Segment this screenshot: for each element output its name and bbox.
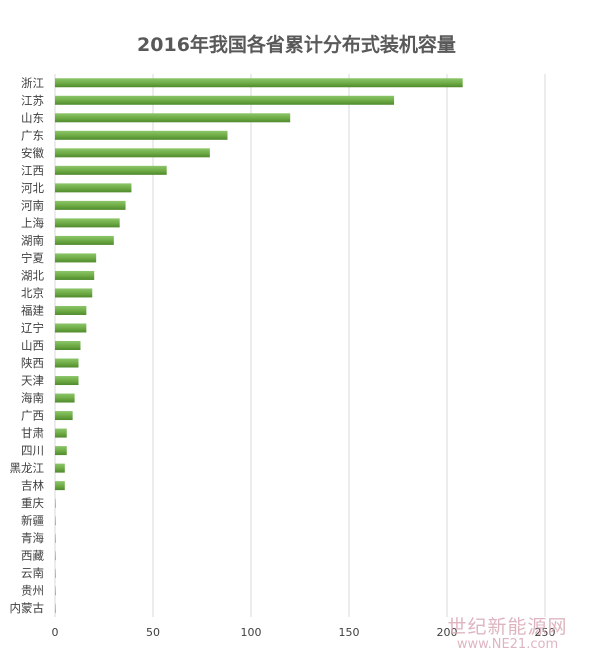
category-label-17: 天津 [21,374,44,388]
bar-9 [55,235,114,245]
bar-10 [55,253,97,263]
x-axis-tick-labels: 0 50 100 150 200 250 [52,626,556,639]
category-label-26: 青海 [21,531,44,545]
category-label-29: 贵州 [21,584,44,598]
category-label-20: 甘肃 [21,426,44,440]
category-label-14: 辽宁 [21,321,44,335]
category-label-9: 湖南 [21,233,44,247]
x-tick-label-200: 200 [437,626,458,639]
bar-22 [55,463,65,473]
bar-28 [55,568,56,578]
category-label-10: 宁夏 [21,251,44,265]
watermark-url: www.NE21.com [456,637,559,652]
category-label-18: 海南 [21,391,44,405]
category-labels: 浙江江苏山东广东安徽江西河北河南上海湖南宁夏湖北北京福建辽宁山西陕西天津海南广西… [10,76,45,615]
bar-23 [55,481,65,491]
category-label-11: 湖北 [21,268,44,282]
chart-title: 2016年我国各省累计分布式装机容量 [137,34,456,56]
bar-3 [55,130,228,140]
category-label-0: 浙江 [21,76,44,90]
category-label-8: 上海 [21,216,44,230]
category-label-12: 北京 [21,286,44,300]
bar-24 [55,498,56,508]
x-tick-label-0: 0 [52,626,59,639]
category-label-5: 江西 [21,163,44,177]
bar-17 [55,376,79,386]
category-label-21: 四川 [21,444,44,458]
x-tick-label-50: 50 [146,626,160,639]
category-label-25: 新疆 [21,514,44,528]
watermark-text: 世纪新能源网 [447,616,568,638]
bar-25 [55,516,56,526]
bar-29 [55,586,56,596]
bar-6 [55,183,132,193]
x-tick-label-150: 150 [339,626,360,639]
category-label-19: 广西 [21,409,44,423]
bar-27 [55,551,56,561]
category-label-15: 山西 [21,339,44,353]
bar-4 [55,148,210,158]
category-label-4: 安徽 [21,146,44,160]
category-label-2: 山东 [21,111,44,125]
category-label-28: 云南 [21,566,44,580]
category-label-30: 内蒙古 [10,601,45,615]
category-label-24: 重庆 [21,496,44,510]
category-label-22: 黑龙江 [10,461,45,475]
bar-11 [55,270,95,280]
watermark-logo: 世纪新能源网 www.NE21.com [425,612,590,652]
x-tick-label-100: 100 [241,626,262,639]
bar-21 [55,446,67,456]
bar-18 [55,393,75,403]
category-label-7: 河南 [21,198,44,212]
bar-15 [55,341,81,350]
bar-12 [55,288,93,298]
category-label-3: 广东 [21,128,44,142]
category-label-16: 陕西 [21,356,44,370]
bar-30 [55,603,56,613]
x-tick-label-250: 250 [535,626,556,639]
bar-26 [55,533,56,543]
bar-20 [55,428,67,438]
category-label-1: 江苏 [21,93,44,107]
category-label-6: 河北 [21,181,44,195]
bar-2 [55,113,291,123]
bar-16 [55,358,79,368]
bar-13 [55,305,87,315]
bar-14 [55,323,87,333]
bar-5 [55,165,167,175]
bar-8 [55,218,120,228]
category-label-23: 吉林 [21,479,44,493]
category-label-27: 西藏 [21,549,44,563]
bar-0 [55,78,463,88]
category-label-13: 福建 [21,303,44,317]
bar-1 [55,95,395,105]
bars [55,78,463,613]
bar-7 [55,200,126,210]
bar-19 [55,411,73,421]
